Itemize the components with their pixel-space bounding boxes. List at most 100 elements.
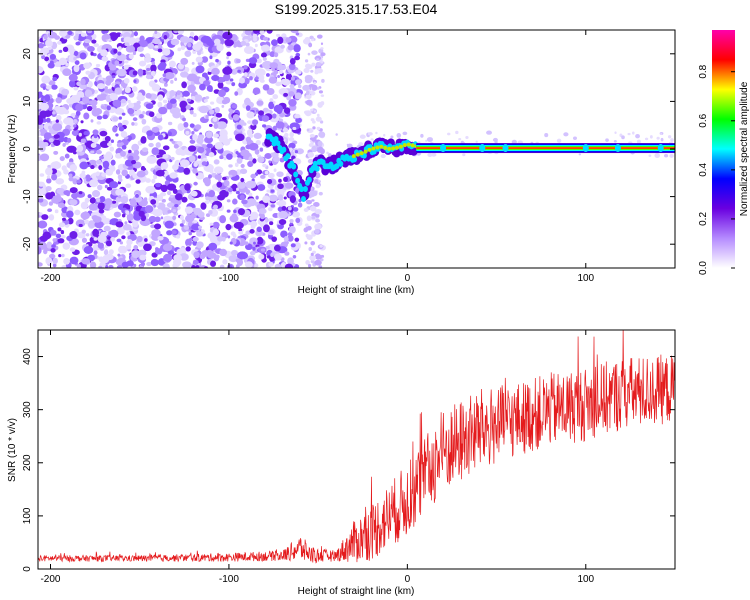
- spectrogram-cell: [133, 245, 139, 250]
- spectrogram-cell: [191, 265, 196, 268]
- spectrogram-cell: [310, 108, 314, 112]
- spectrogram-cell: [660, 132, 662, 135]
- spectrogram-cell: [455, 130, 459, 135]
- spectrogram-cell: [117, 51, 122, 56]
- spectrogram-cell: [262, 84, 270, 91]
- spectrogram-cell: [189, 139, 196, 144]
- spectrogram-cell: [80, 201, 89, 210]
- spectrogram-cell: [55, 233, 62, 239]
- spectrogram-cell: [49, 253, 56, 259]
- spectrogram-cell: [227, 60, 231, 65]
- spectrogram-cell: [217, 89, 226, 98]
- spectrogram-cell: [111, 200, 117, 204]
- spectrogram-cell: [174, 204, 179, 208]
- spectrogram-cell: [170, 79, 174, 84]
- spectrogram-cell: [216, 96, 224, 104]
- spectrogram-cell: [108, 264, 114, 268]
- spectrogram-cell: [289, 147, 293, 152]
- spectrogram-cell: [141, 118, 147, 125]
- spectrogram-cell: [193, 161, 199, 168]
- spectrogram-cell: [41, 214, 49, 220]
- spectrogram-cell: [97, 242, 104, 249]
- spectrogram-cell: [182, 117, 186, 122]
- spectrogram-cell: [271, 39, 278, 46]
- spectrogram-cell: [201, 56, 209, 63]
- spectrogram-cell: [244, 77, 250, 85]
- spectrogram-cell: [167, 209, 172, 214]
- spectrogram-cell: [87, 194, 92, 199]
- spectrogram-cell: [420, 133, 424, 138]
- spectrogram-cell: [155, 142, 161, 148]
- spectrogram-cell: [219, 264, 225, 268]
- spectrogram-cell: [210, 101, 215, 105]
- spectrogram-cell: [185, 246, 191, 252]
- spectrogram-cell: [79, 52, 87, 60]
- spectrogram-cell: [93, 43, 99, 48]
- spectrogram-cell: [172, 164, 179, 171]
- spectrogram-cell: [98, 265, 103, 268]
- spectrogram-cell: [65, 155, 69, 159]
- spectrogram-cell: [80, 78, 86, 86]
- spectrogram-cell: [115, 188, 125, 197]
- spectrogram-cell: [660, 137, 664, 142]
- spectrogram-trace-cell: [363, 149, 368, 154]
- spectrogram-cell: [248, 142, 259, 151]
- spectrogram-cell: [494, 140, 498, 144]
- spectrogram-cell: [118, 195, 122, 199]
- spectrogram-cell: [142, 110, 146, 115]
- spectrogram-cell: [86, 178, 91, 182]
- spectrogram-cell: [649, 135, 653, 139]
- spectrogram-cell: [267, 207, 273, 212]
- spectrogram-cell: [67, 217, 74, 225]
- spectrogram-cell: [295, 32, 300, 36]
- spectrogram-cell: [272, 156, 281, 163]
- spectrogram-cell: [96, 197, 101, 203]
- spectrogram-cell: [230, 249, 238, 256]
- spectrogram-cell: [115, 221, 124, 228]
- spectrogram-cell: [102, 160, 110, 169]
- spectrogram-cell: [475, 140, 478, 143]
- spectrogram-cell: [229, 78, 234, 82]
- spectrogram-cell: [281, 206, 287, 211]
- spectrogram-cell: [179, 223, 184, 227]
- spectrogram-cell: [308, 42, 313, 48]
- spectrogram-cell: [43, 132, 52, 141]
- spectrogram-cell: [613, 139, 617, 143]
- spectrogram-cell: [193, 251, 200, 259]
- spectrogram-cell: [49, 60, 54, 66]
- spectrogram-cell: [273, 244, 281, 252]
- spectrogram-cell: [269, 101, 274, 106]
- spectrogram-cell: [110, 159, 116, 166]
- spectrogram-cell: [93, 237, 98, 241]
- spectrogram-cell: [195, 56, 203, 63]
- spectrogram-cell: [102, 30, 109, 34]
- spectrogram-cell: [91, 39, 97, 44]
- spectrogram-cell: [205, 131, 213, 139]
- snr-frame: [37, 329, 676, 570]
- spectrogram-cell: [88, 203, 99, 211]
- spectrogram-cell: [252, 158, 257, 164]
- spectrogram-cell: [311, 38, 315, 42]
- spectrogram-cell: [61, 235, 66, 239]
- spectrogram-cell: [292, 255, 297, 259]
- spectrogram-cell: [319, 120, 324, 124]
- spectrogram-cell: [311, 199, 315, 202]
- spectrogram-cell: [128, 155, 134, 161]
- spectrogram-cell: [260, 174, 266, 179]
- spectrogram-cell: [123, 64, 129, 70]
- spectrogram-cell: [38, 220, 48, 229]
- spectrogram-cell: [204, 200, 210, 205]
- spectrogram-y-tick-label: 0: [22, 146, 33, 152]
- spectrogram-cell: [205, 96, 210, 100]
- spectrogram-cell: [396, 132, 402, 138]
- spectrogram-cell: [44, 94, 51, 102]
- spectrogram-cell: [221, 231, 229, 239]
- spectrogram-cell: [148, 111, 155, 118]
- spectrogram-cell: [215, 112, 223, 118]
- spectrogram-cell: [284, 132, 289, 137]
- spectrogram-cell: [183, 225, 190, 231]
- spectrogram-cell: [83, 112, 90, 120]
- spectrogram-cell: [110, 139, 115, 143]
- spectrogram-cell: [294, 113, 301, 119]
- spectrogram-trace-cell: [406, 142, 411, 147]
